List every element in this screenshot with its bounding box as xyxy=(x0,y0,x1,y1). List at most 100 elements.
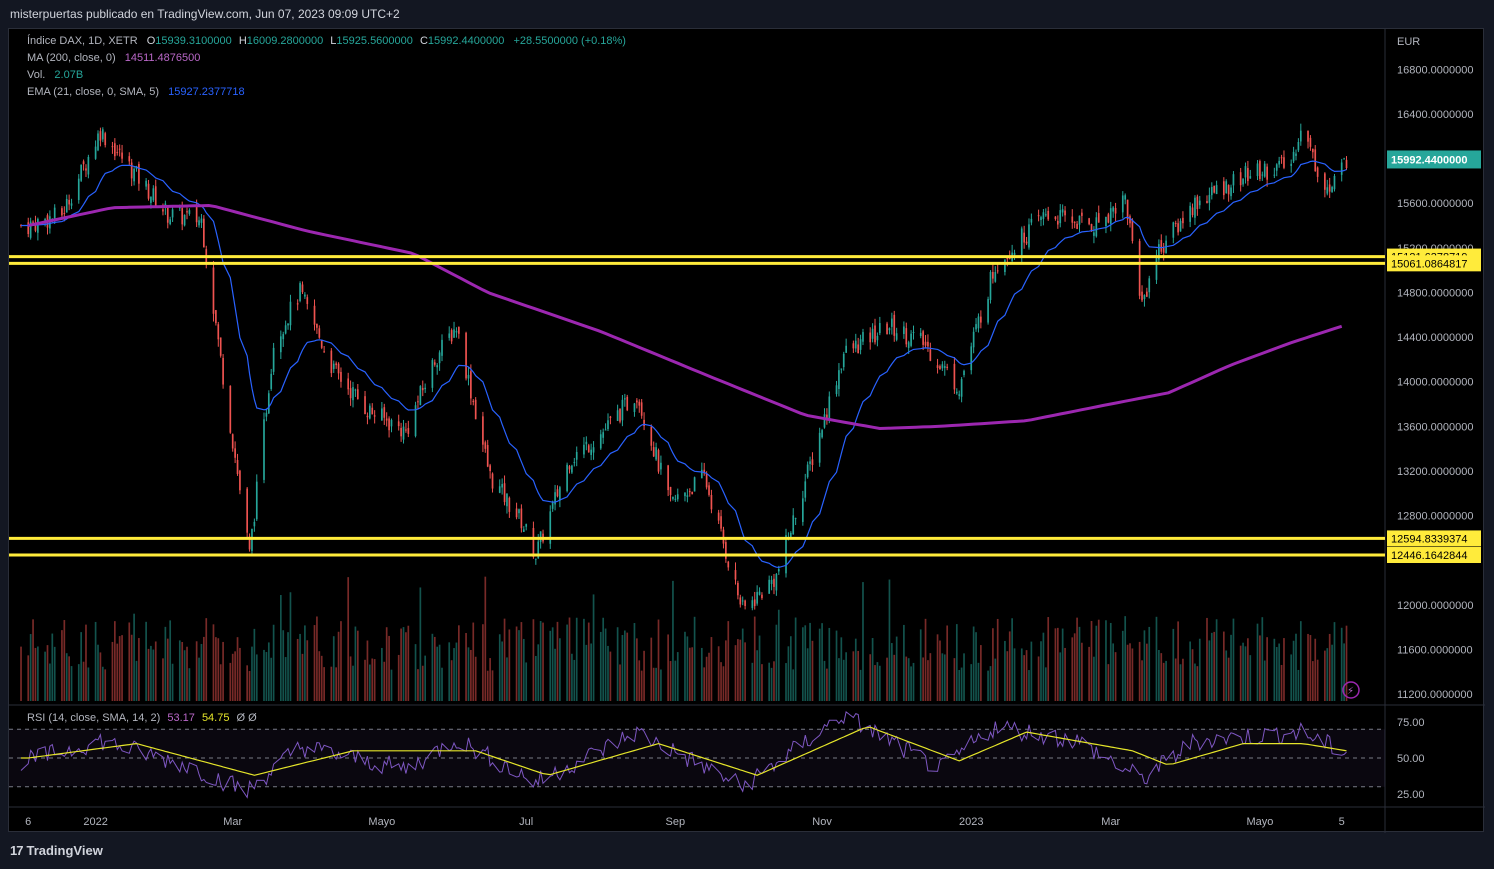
candle-body[interactable] xyxy=(1095,217,1098,237)
candle-body[interactable] xyxy=(1299,130,1302,142)
candle-body[interactable] xyxy=(337,363,340,374)
candle-body[interactable] xyxy=(1146,291,1148,297)
candle-body[interactable] xyxy=(1040,217,1042,221)
candle-body[interactable] xyxy=(1324,173,1326,190)
candle-body[interactable] xyxy=(1037,215,1040,217)
chart-frame[interactable]: EUR 16800.0000000 16400.0000000 15600.00000… xyxy=(8,28,1485,833)
candle-body[interactable] xyxy=(470,371,472,399)
candle-body[interactable] xyxy=(821,430,823,438)
candle-body[interactable] xyxy=(450,330,453,342)
candle-body[interactable] xyxy=(101,129,104,140)
candle-body[interactable] xyxy=(186,211,188,213)
candle-body[interactable] xyxy=(133,168,135,182)
candle-body[interactable] xyxy=(340,371,342,382)
candle-body[interactable] xyxy=(691,491,694,495)
candle-body[interactable] xyxy=(652,447,655,457)
candle-body[interactable] xyxy=(231,434,234,449)
candle-body[interactable] xyxy=(65,198,68,213)
candle-body[interactable] xyxy=(886,323,888,335)
candle-body[interactable] xyxy=(128,156,131,162)
candle-body[interactable] xyxy=(672,496,674,499)
candle-body[interactable] xyxy=(667,465,669,491)
candle-body[interactable] xyxy=(270,373,273,389)
candle-body[interactable] xyxy=(703,469,706,474)
candle-body[interactable] xyxy=(903,326,905,334)
candle-body[interactable] xyxy=(924,341,927,346)
candle-body[interactable] xyxy=(734,570,737,580)
candle-body[interactable] xyxy=(1042,212,1045,219)
candle-body[interactable] xyxy=(1210,186,1213,196)
candle-body[interactable] xyxy=(381,408,383,421)
candle-body[interactable] xyxy=(744,600,746,606)
candle-body[interactable] xyxy=(282,334,285,340)
candle-body[interactable] xyxy=(604,429,607,431)
candle-body[interactable] xyxy=(684,492,686,497)
candle-body[interactable] xyxy=(943,366,946,369)
ema-line[interactable] xyxy=(21,160,1347,569)
candle-body[interactable] xyxy=(166,206,169,223)
candle-body[interactable] xyxy=(888,328,891,331)
candle-body[interactable] xyxy=(279,336,282,353)
candle-body[interactable] xyxy=(1056,220,1059,225)
candle-body[interactable] xyxy=(826,414,828,419)
candle-body[interactable] xyxy=(498,486,501,493)
candle-body[interactable] xyxy=(789,532,792,538)
candle-body[interactable] xyxy=(111,146,114,148)
candle-body[interactable] xyxy=(1112,207,1115,212)
candle-body[interactable] xyxy=(1213,185,1216,193)
candle-body[interactable] xyxy=(181,208,184,225)
candle-body[interactable] xyxy=(592,447,595,453)
candle-body[interactable] xyxy=(373,415,376,417)
candle-body[interactable] xyxy=(85,168,87,171)
candle-body[interactable] xyxy=(1172,222,1175,238)
candle-body[interactable] xyxy=(845,345,847,353)
candle-body[interactable] xyxy=(893,314,896,336)
candle-body[interactable] xyxy=(794,518,797,520)
candle-body[interactable] xyxy=(922,331,924,345)
candle-body[interactable] xyxy=(390,419,393,427)
candle-body[interactable] xyxy=(1345,159,1348,169)
candle-body[interactable] xyxy=(147,183,150,199)
candle-body[interactable] xyxy=(248,536,251,550)
candle-body[interactable] xyxy=(489,465,491,472)
candle-body[interactable] xyxy=(364,396,366,415)
candle-body[interactable] xyxy=(650,426,653,446)
candle-body[interactable] xyxy=(912,331,915,333)
candle-body[interactable] xyxy=(626,396,629,411)
candle-body[interactable] xyxy=(722,529,725,544)
candle-body[interactable] xyxy=(1328,184,1331,192)
candle-body[interactable] xyxy=(1316,167,1319,177)
candle-body[interactable] xyxy=(145,180,147,187)
candle-body[interactable] xyxy=(1054,216,1057,220)
candle-body[interactable] xyxy=(1343,158,1345,160)
candle-body[interactable] xyxy=(407,428,410,434)
candle-body[interactable] xyxy=(320,340,323,348)
candle-body[interactable] xyxy=(486,445,489,467)
candle-body[interactable] xyxy=(366,415,369,418)
candle-body[interactable] xyxy=(575,451,578,460)
candle-body[interactable] xyxy=(1071,216,1074,223)
candle-body[interactable] xyxy=(27,222,30,234)
candle-body[interactable] xyxy=(1326,187,1329,194)
candle-body[interactable] xyxy=(522,529,525,532)
candle-body[interactable] xyxy=(44,219,46,221)
candle-body[interactable] xyxy=(1247,168,1249,182)
candle-body[interactable] xyxy=(1280,157,1283,159)
candle-body[interactable] xyxy=(246,488,248,533)
candle-body[interactable] xyxy=(792,515,795,535)
candle-body[interactable] xyxy=(585,441,588,445)
candle-body[interactable] xyxy=(587,445,590,453)
candle-body[interactable] xyxy=(1126,199,1129,220)
candle-body[interactable] xyxy=(1196,196,1199,210)
candle-body[interactable] xyxy=(1093,232,1095,236)
candle-body[interactable] xyxy=(99,131,102,141)
candle-body[interactable] xyxy=(1160,240,1163,252)
candle-body[interactable] xyxy=(537,541,540,559)
candle-body[interactable] xyxy=(299,283,301,301)
candle-body[interactable] xyxy=(400,427,402,437)
candle-body[interactable] xyxy=(1174,222,1177,224)
candle-body[interactable] xyxy=(474,399,477,420)
candle-body[interactable] xyxy=(436,365,439,368)
candle-body[interactable] xyxy=(571,465,573,473)
candle-body[interactable] xyxy=(1261,174,1264,176)
